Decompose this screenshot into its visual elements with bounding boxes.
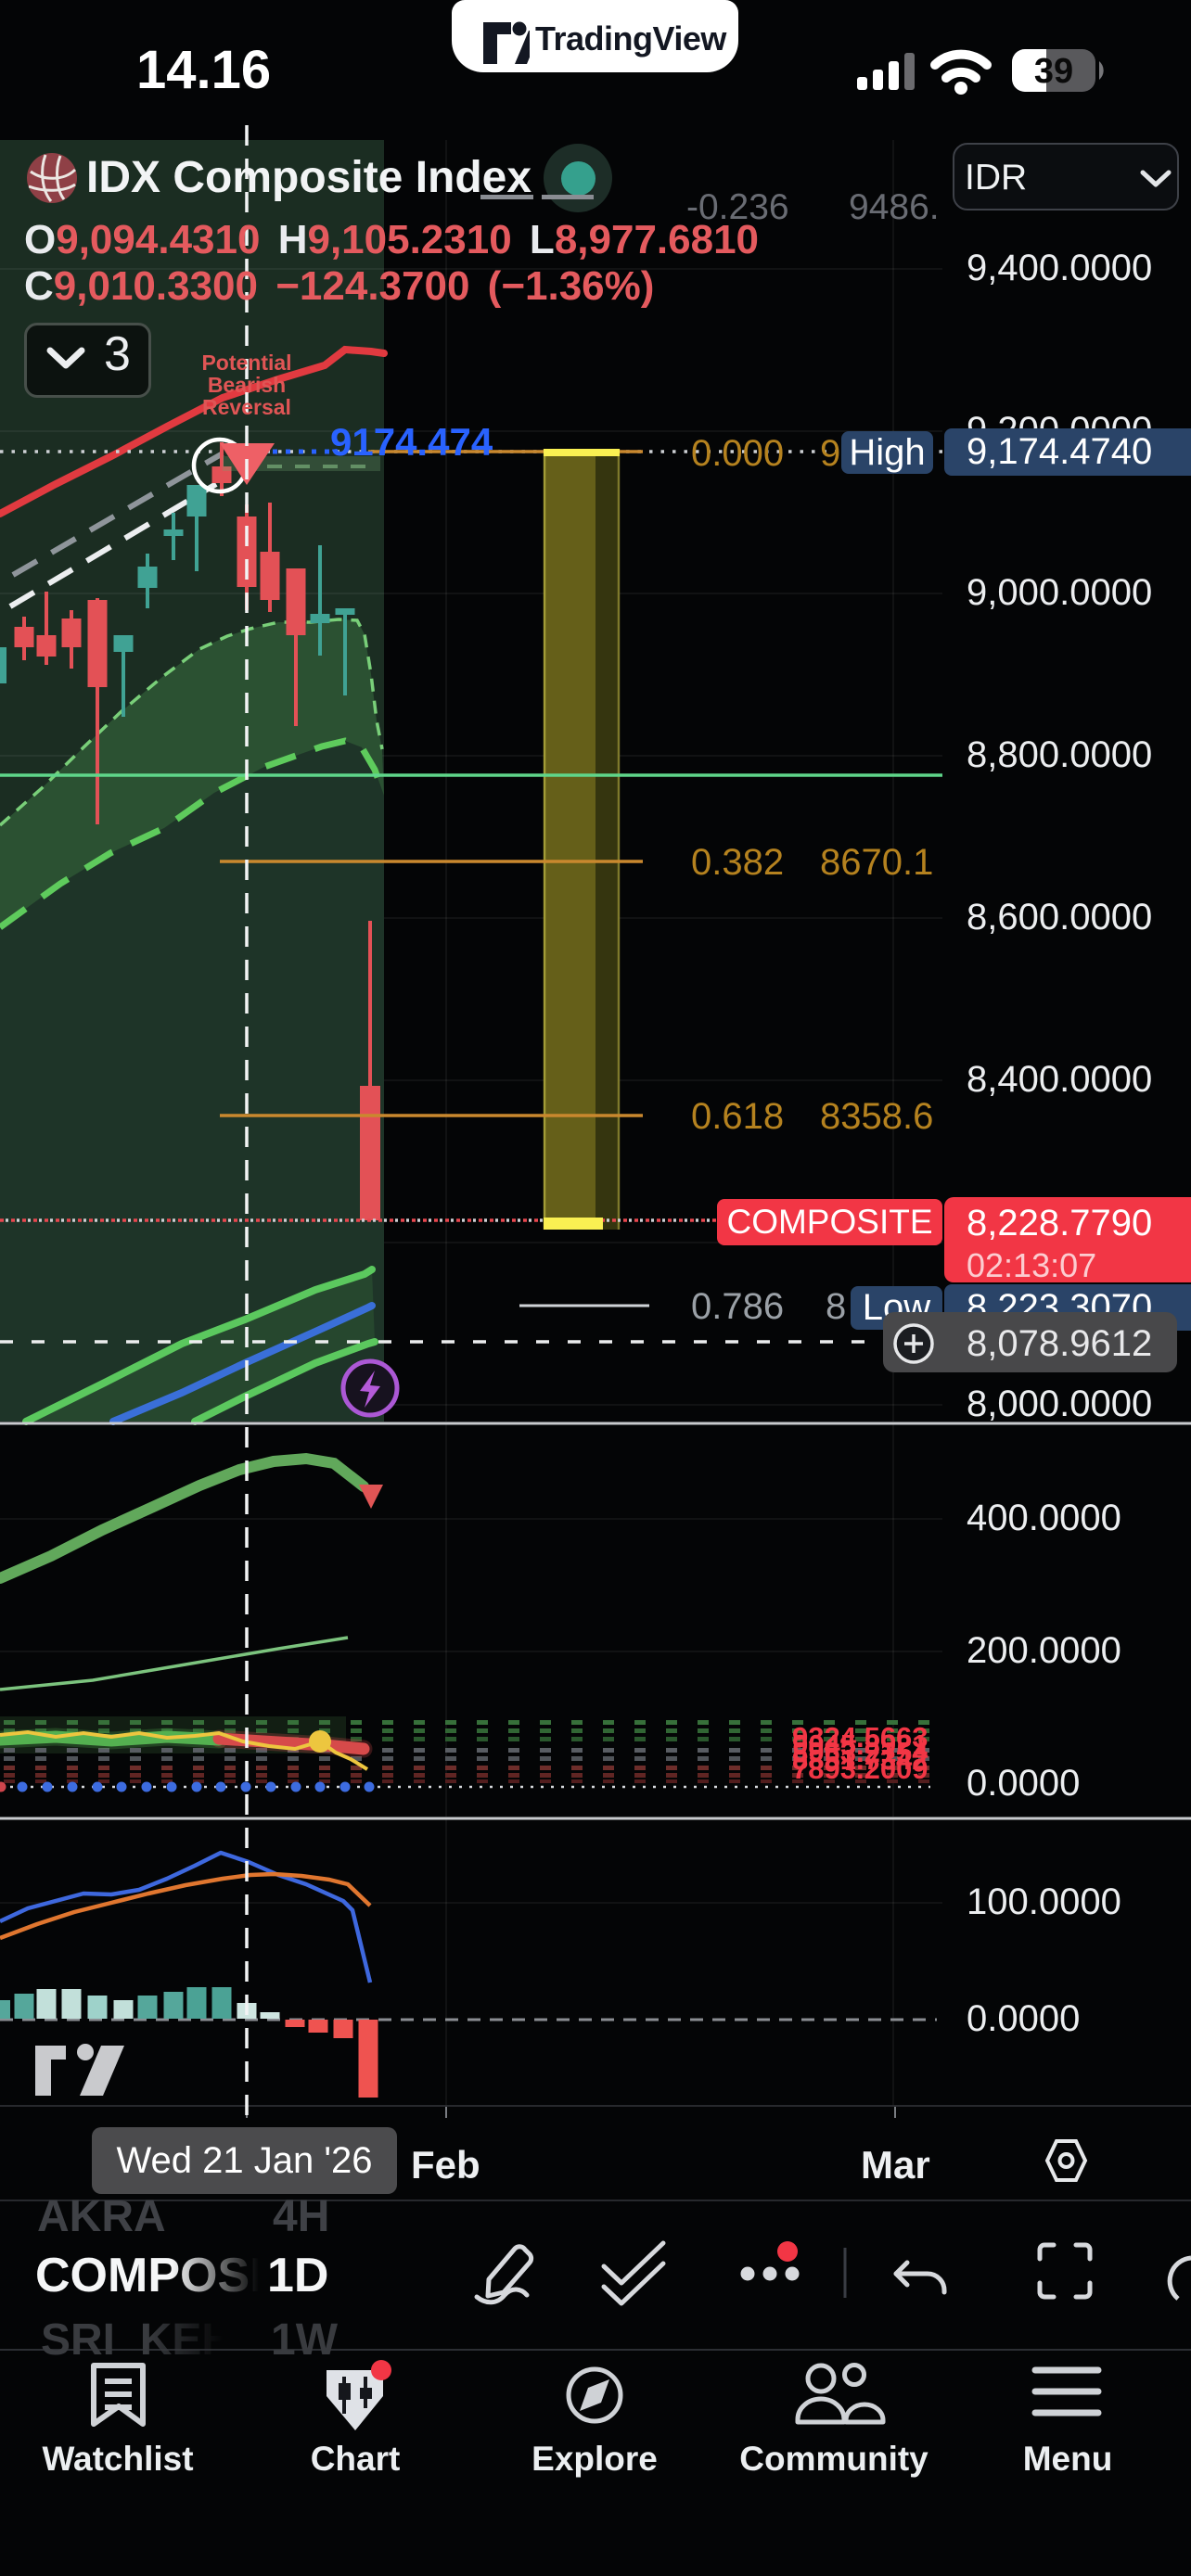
svg-text:39: 39 bbox=[1034, 52, 1073, 91]
